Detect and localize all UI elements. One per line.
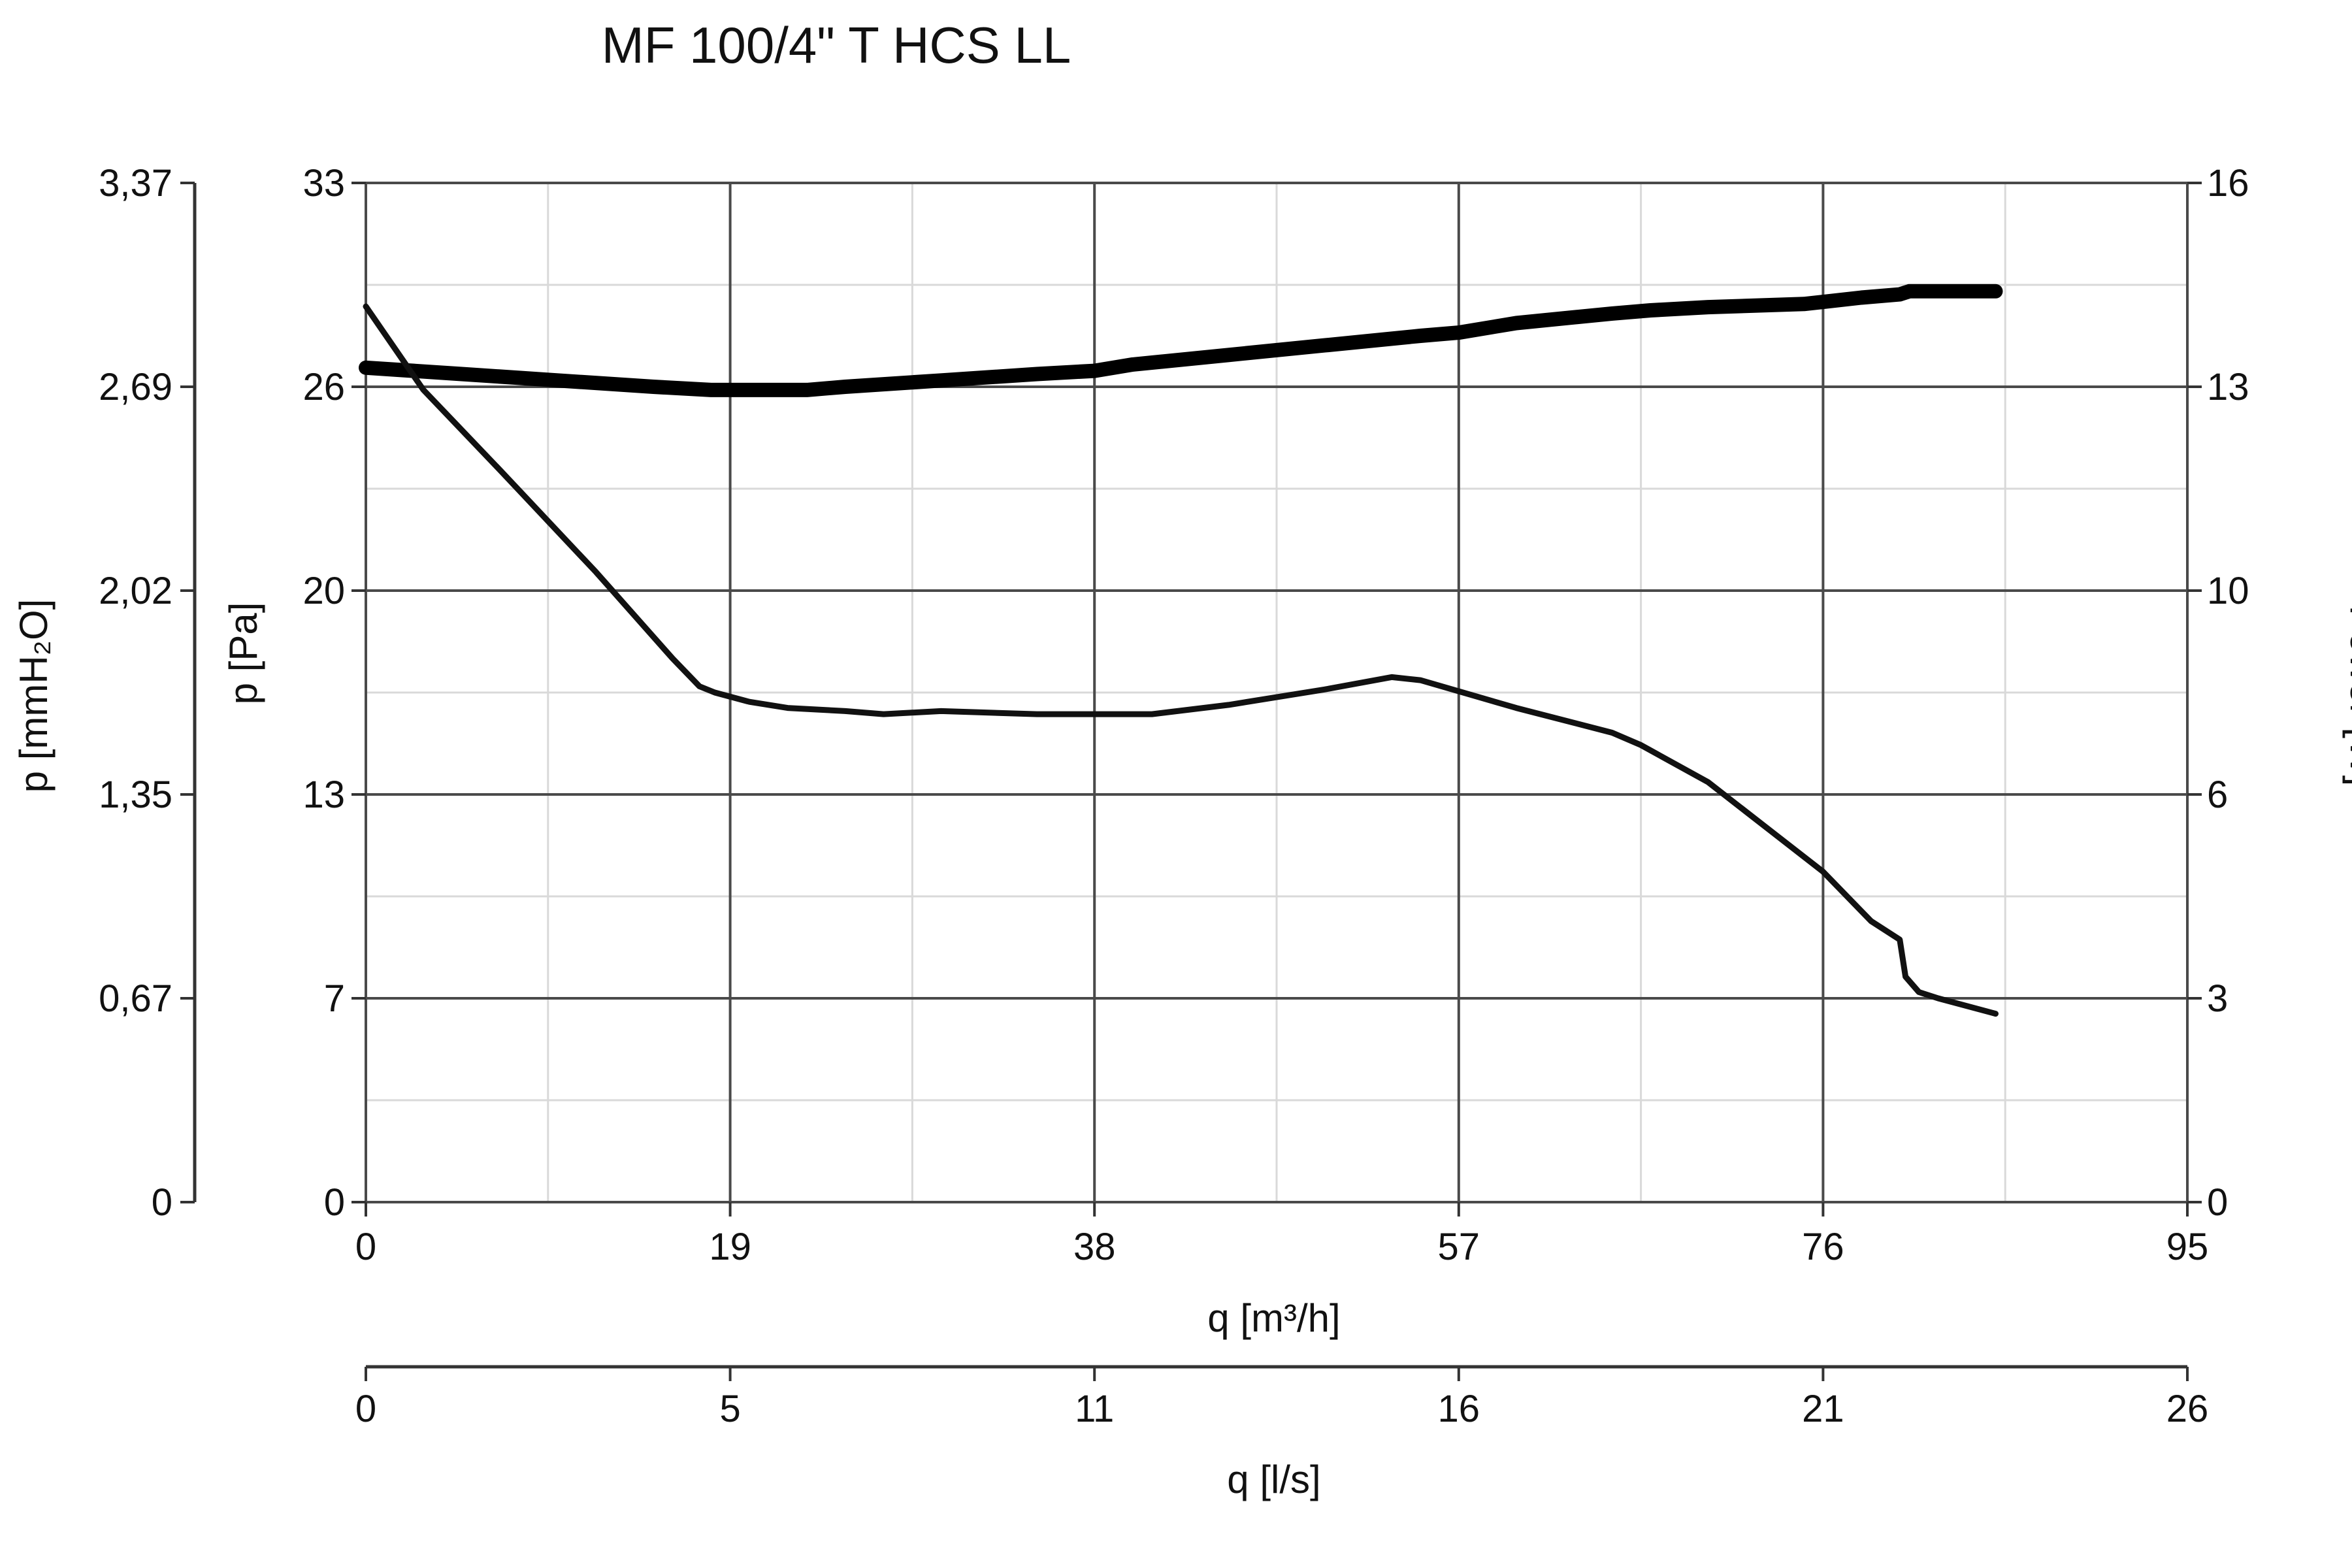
y-tick-label: 20 xyxy=(302,570,345,612)
y-tick-label: 7 xyxy=(324,977,345,1020)
flow-ls-axis: 0 5 11 16 21 26 xyxy=(355,1367,2208,1430)
x-axis-title: q [m³/h] xyxy=(1207,1296,1340,1340)
y-tick-label: 0 xyxy=(324,1181,345,1224)
y3-axis-title: Power [W] xyxy=(2342,606,2352,787)
y-tick-label: 13 xyxy=(302,774,345,816)
x2-tick-label: 11 xyxy=(1075,1388,1114,1430)
y-tick-label: 33 xyxy=(302,162,345,204)
y3-tick-label: 3 xyxy=(2207,977,2228,1020)
y2-tick-label: 0,67 xyxy=(99,977,172,1020)
x2-tick-label: 5 xyxy=(719,1388,740,1430)
flow-m3h-axis: 0 19 38 57 76 95 xyxy=(355,1202,2208,1268)
y2-tick-label: 1,35 xyxy=(99,774,172,816)
pressure-curve xyxy=(363,303,1999,1017)
x2-tick-label: 16 xyxy=(1438,1388,1480,1430)
x2-tick-label: 0 xyxy=(355,1388,376,1430)
y2-tick-label: 2,02 xyxy=(99,570,172,612)
x-tick-label: 76 xyxy=(1802,1226,1844,1268)
y2-axis-title: p [mmH₂O] xyxy=(12,599,56,793)
x2-tick-label: 26 xyxy=(2166,1388,2209,1430)
axis-lines xyxy=(193,183,2187,1369)
y3-tick-label: 6 xyxy=(2207,774,2228,816)
power-curve xyxy=(359,284,2003,397)
curves xyxy=(359,284,2003,1017)
y-tick-label: 26 xyxy=(302,366,345,408)
x-tick-label: 57 xyxy=(1438,1226,1480,1268)
y2-tick-label: 3,37 xyxy=(99,162,172,204)
x-tick-label: 0 xyxy=(355,1226,376,1268)
power-axis: 0 3 6 10 13 16 xyxy=(2187,162,2249,1224)
y3-tick-label: 16 xyxy=(2207,162,2249,204)
x-tick-label: 19 xyxy=(709,1226,751,1268)
y2-tick-label: 2,69 xyxy=(99,366,172,408)
minor-gridlines xyxy=(366,183,2187,1202)
pressure-pa-axis: 0 7 13 20 26 33 xyxy=(302,162,366,1224)
pressure-mmh2o-axis: 0 0,67 1,35 2,02 2,69 3,37 xyxy=(99,162,195,1224)
y2-tick-label: 0 xyxy=(152,1181,172,1224)
x2-axis-title: q [l/s] xyxy=(1227,1458,1320,1501)
chart-title: MF 100/4" T HCS LL xyxy=(602,16,1071,74)
y-axis-title: p [Pa] xyxy=(221,602,265,705)
y3-tick-label: 0 xyxy=(2207,1181,2228,1224)
x-tick-label: 38 xyxy=(1073,1226,1116,1268)
x2-tick-label: 21 xyxy=(1802,1388,1844,1430)
x-tick-label: 95 xyxy=(2166,1226,2209,1268)
y3-tick-label: 10 xyxy=(2207,570,2249,612)
y3-tick-label: 13 xyxy=(2207,366,2249,408)
